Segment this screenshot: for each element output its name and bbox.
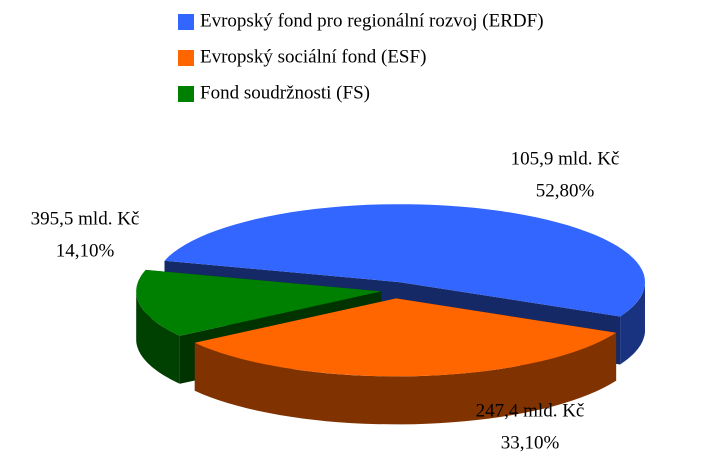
legend-label: Evropský fond pro regionální rozvoj (ERD…: [200, 10, 544, 31]
legend-swatch: [178, 86, 194, 102]
legend-label: Fond soudržnosti (FS): [200, 82, 370, 103]
amount-label: 247,4 mld. Kč: [476, 400, 585, 421]
slice-side: [194, 332, 617, 425]
slice-side: [136, 291, 180, 384]
percent-label: 52,80%: [536, 180, 595, 201]
legend-swatch: [178, 50, 194, 66]
slice-side: [620, 282, 645, 365]
percent-label: 14,10%: [56, 240, 115, 261]
legend-label: Evropský sociální fond (ESF): [200, 46, 426, 67]
slice-top: [164, 204, 645, 317]
percent-label: 33,10%: [501, 432, 560, 453]
amount-label: 395,5 mld. Kč: [31, 208, 140, 229]
slice-top: [194, 298, 617, 377]
amount-label: 105,9 mld. Kč: [511, 148, 620, 169]
slice-top: [136, 269, 382, 336]
legend-swatch: [178, 14, 194, 30]
